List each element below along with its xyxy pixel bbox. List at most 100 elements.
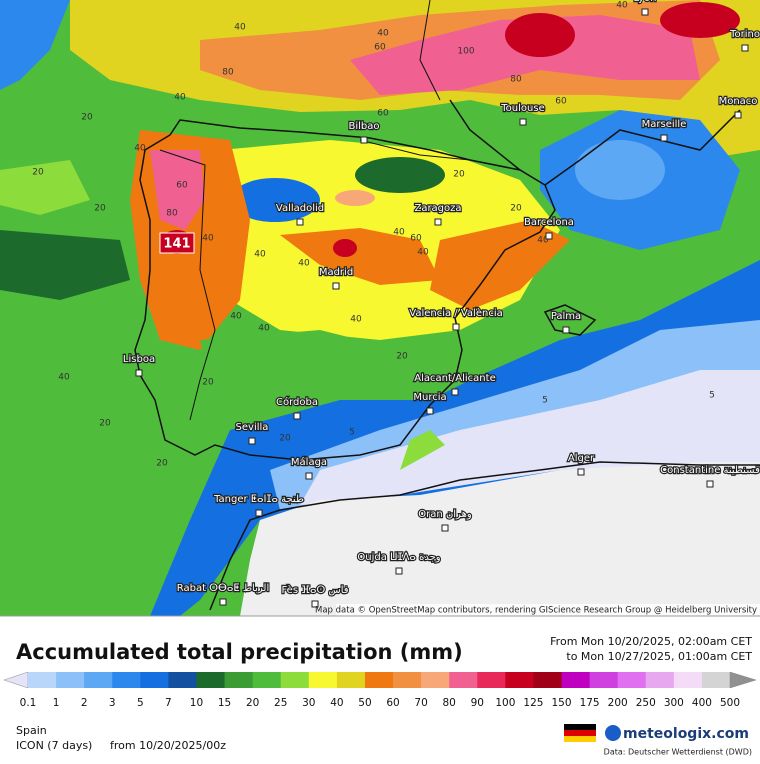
contour-label: 40 bbox=[417, 248, 429, 258]
colorbar-swatch bbox=[252, 672, 282, 688]
city-marker bbox=[441, 524, 449, 532]
iberia-coast bbox=[134, 119, 556, 461]
city-marker bbox=[135, 369, 143, 377]
border bbox=[159, 149, 216, 421]
precip-area bbox=[300, 370, 760, 505]
colorbar-label: 2 bbox=[81, 697, 88, 709]
city-label: Palma bbox=[551, 311, 581, 322]
city-marker bbox=[519, 118, 527, 126]
contour-label: 60 bbox=[410, 234, 422, 244]
precip-area bbox=[150, 150, 205, 230]
city-label: Lyon bbox=[633, 0, 656, 4]
city-marker bbox=[741, 44, 749, 52]
city-marker bbox=[293, 412, 301, 420]
contour-label: 40 bbox=[258, 324, 270, 334]
colorbar-swatch bbox=[112, 672, 141, 688]
precip-area bbox=[333, 239, 357, 257]
colorbar-swatch bbox=[56, 672, 85, 688]
colorbar-label: 15 bbox=[218, 697, 231, 709]
colorbar-swatch bbox=[589, 672, 619, 688]
map: 20 20 20 40 60 80 40 40 40 40 60 40 40 40 40 20 20 20 20 5 5… bbox=[0, 0, 760, 616]
city-marker bbox=[332, 282, 340, 290]
colorbar-label: 500 bbox=[720, 697, 740, 709]
city-label: Alger bbox=[568, 453, 595, 464]
precip-area bbox=[0, 0, 70, 90]
run: from 10/20/2025/00z bbox=[110, 739, 226, 752]
contour-label: 20 bbox=[81, 113, 93, 123]
colorbar-swatch bbox=[84, 672, 113, 688]
contour-label: 100 bbox=[457, 47, 474, 57]
city-marker bbox=[219, 598, 227, 606]
colorbar-label: 0.1 bbox=[20, 697, 37, 709]
flag-stripe bbox=[564, 736, 596, 742]
city-marker bbox=[660, 134, 668, 142]
map-labels: 20 20 20 40 60 80 40 40 40 40 60 40 40 40 40 20 20 20 20 5 5… bbox=[32, 0, 760, 608]
africa-coast bbox=[209, 461, 760, 611]
max-box bbox=[159, 232, 195, 254]
colorbar-label: 1 bbox=[53, 697, 60, 709]
colorbar-label: 125 bbox=[523, 697, 543, 709]
city-label: Alacant/Alicante bbox=[414, 373, 495, 384]
colorbar-swatch bbox=[393, 672, 422, 688]
colorbar-swatch bbox=[477, 672, 506, 688]
city-marker bbox=[706, 480, 714, 488]
contour-label: 40 bbox=[537, 236, 549, 246]
precip-area bbox=[355, 157, 445, 193]
border bbox=[419, 0, 441, 101]
colorbar-label: 200 bbox=[608, 697, 628, 709]
coastline bbox=[134, 0, 760, 611]
colorbar-swatch bbox=[449, 672, 478, 688]
colorbar-label: 10 bbox=[190, 697, 203, 709]
colorbar-label: 300 bbox=[664, 697, 684, 709]
city-label: Zaragoza bbox=[414, 203, 461, 214]
colorbar-swatch bbox=[280, 672, 310, 688]
colorbar-swatch bbox=[308, 672, 338, 688]
colorbar-swatch bbox=[421, 672, 450, 688]
contour-label: 40 bbox=[58, 373, 70, 383]
contour-label: 40 bbox=[254, 250, 266, 260]
contour-label: 5 bbox=[709, 391, 715, 401]
logo bbox=[605, 725, 621, 741]
city-label: Murcia bbox=[413, 392, 446, 403]
contour-label: 80 bbox=[222, 68, 234, 78]
colorbar-label: 25 bbox=[274, 697, 287, 709]
colorbar-label: 7 bbox=[165, 697, 172, 709]
city-label: Madrid bbox=[319, 267, 353, 278]
colorbar: 0.1 1 2 3 5 7 10 15 20 25 30 40 50 60 70 80 90 100 125 150 1… bbox=[3, 671, 757, 709]
city-marker bbox=[434, 218, 442, 226]
precip-area bbox=[505, 13, 575, 57]
city-label: Bilbao bbox=[348, 121, 379, 132]
colorbar-swatch bbox=[224, 672, 254, 688]
colorbar-label: 20 bbox=[246, 697, 259, 709]
contour-label: 40 bbox=[298, 259, 310, 269]
precip-area bbox=[0, 160, 90, 215]
colorbar-label: 60 bbox=[386, 697, 399, 709]
city-label: Oujda ⵡⵊⴷⴰ وجدة bbox=[357, 552, 440, 563]
contour-label: 40 bbox=[377, 29, 389, 39]
city-label: Tanger ⵟⴰⵏⵊⴰ طنجة bbox=[213, 494, 304, 505]
colorbar-label: 30 bbox=[302, 697, 315, 709]
max-label: 141 bbox=[163, 237, 190, 252]
contour-label: 20 bbox=[279, 434, 291, 444]
colorbar-label: 5 bbox=[137, 697, 144, 709]
colorbar-label: 3 bbox=[109, 697, 116, 709]
contour-label: 5 bbox=[542, 396, 548, 406]
contour-label: 40 bbox=[234, 23, 246, 33]
city-label: Torino bbox=[729, 29, 760, 40]
attribution: Map data © OpenStreetMap contributors, r… bbox=[315, 606, 757, 616]
colorbar-swatch bbox=[673, 672, 703, 688]
colorbar-label: 400 bbox=[692, 697, 712, 709]
contour-label: 20 bbox=[396, 352, 408, 362]
contour-label: 80 bbox=[166, 209, 178, 219]
flag-stripe bbox=[564, 724, 596, 730]
land-no-precip bbox=[240, 462, 760, 616]
city-label: Valladolid bbox=[276, 203, 324, 214]
city-marker bbox=[734, 111, 742, 119]
contour-label: 60 bbox=[374, 43, 386, 53]
precip-area bbox=[230, 178, 320, 222]
city-marker bbox=[305, 472, 313, 480]
contour-label: 20 bbox=[99, 419, 111, 429]
colorbar-label: 100 bbox=[495, 697, 515, 709]
colorbar-label: 250 bbox=[636, 697, 656, 709]
